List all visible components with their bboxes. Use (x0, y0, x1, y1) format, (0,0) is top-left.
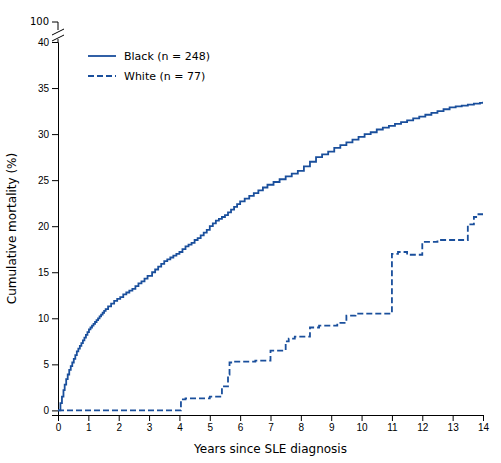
y-tick-mark (52, 318, 58, 319)
y-tick: 20 (38, 221, 58, 232)
x-tick-mark (240, 415, 241, 421)
legend-swatch (88, 55, 116, 57)
x-tick: 10 (357, 415, 369, 433)
legend-swatch (88, 75, 116, 77)
x-tick-label: 0 (56, 422, 62, 433)
y-tick-mark (52, 410, 58, 411)
x-tick: 0 (56, 415, 62, 433)
x-tick-mark (301, 415, 302, 421)
y-tick: 35 (38, 83, 58, 94)
x-tick: 7 (268, 415, 274, 433)
y-tick-mark (52, 88, 58, 89)
y-tick: 0 (43, 405, 58, 416)
x-tick-label: 13 (448, 422, 460, 433)
y-tick: 30 (38, 129, 58, 140)
x-tick-label: 1 (86, 422, 92, 433)
x-tick-mark (88, 415, 89, 421)
legend: Black (n = 248) White (n = 77) (88, 50, 210, 83)
x-axis-title: Years since SLE diagnosis (193, 442, 347, 456)
legend-label: White (n = 77) (124, 70, 205, 83)
x-axis-line (59, 416, 484, 422)
x-tick-label: 14 (478, 422, 490, 433)
y-tick-label: 10 (38, 313, 50, 324)
x-tick-label: 2 (116, 422, 122, 433)
y-tick-label: 25 (38, 175, 50, 186)
x-tick: 5 (208, 415, 214, 433)
y-tick-label: 20 (38, 221, 50, 232)
x-tick: 2 (116, 415, 122, 433)
x-tick-label: 11 (387, 422, 398, 433)
x-tick-label: 7 (268, 422, 274, 433)
x-tick-label: 9 (329, 422, 335, 433)
x-tick-mark (331, 415, 332, 421)
x-tick: 9 (329, 415, 335, 433)
legend-label: Black (n = 248) (124, 50, 210, 63)
x-tick: 1 (86, 415, 92, 433)
x-tick-label: 12 (417, 422, 429, 433)
y-tick: 5 (43, 359, 58, 370)
break-mark (52, 35, 64, 41)
x-tick: 13 (448, 415, 460, 433)
x-tick: 14 (478, 415, 490, 433)
lines (58, 102, 483, 411)
x-tick-mark (483, 415, 484, 421)
axis-break: 100 (30, 16, 65, 42)
y-tick-mark (52, 226, 58, 227)
x-tick: 8 (299, 415, 305, 433)
x-tick-mark (422, 415, 423, 421)
x-tick-mark (453, 415, 454, 421)
y-tick-label: 35 (38, 83, 50, 94)
break-tick (52, 22, 58, 23)
x-tick-mark (149, 415, 150, 421)
annotation: 100 (30, 16, 49, 27)
legend-item: White (n = 77) (88, 70, 205, 83)
y-tick-label: 0 (43, 405, 49, 416)
y-tick-mark (52, 272, 58, 273)
x-tick: 3 (147, 415, 153, 433)
y-tick-mark (52, 180, 58, 181)
x-tick-label: 3 (147, 422, 153, 433)
y-tick-mark (52, 42, 58, 43)
x-tick-label: 6 (238, 422, 244, 433)
x-tick-mark (362, 415, 363, 421)
x-axis: 01234567891011121314 (56, 415, 490, 433)
y-tick-mark (52, 364, 58, 365)
y-axis-title: Cumulative mortality (%) (5, 153, 19, 304)
y-tick: 10 (38, 313, 58, 324)
x-tick-label: 5 (208, 422, 214, 433)
x-tick: 6 (238, 415, 244, 433)
series-line (58, 214, 483, 410)
x-tick-label: 8 (299, 422, 305, 433)
x-tick-mark (392, 415, 393, 421)
y-tick: 25 (38, 175, 58, 186)
legend-item: Black (n = 248) (88, 50, 210, 63)
x-tick-mark (271, 415, 272, 421)
y-tick-label: 40 (38, 37, 50, 48)
series-line (58, 102, 483, 411)
y-tick-mark (52, 134, 58, 135)
x-tick: 11 (387, 415, 398, 433)
x-tick-label: 10 (357, 422, 369, 433)
y-axis-line (52, 43, 59, 416)
y-tick: 15 (38, 267, 58, 278)
x-tick-mark (179, 415, 180, 421)
break-mark (52, 29, 64, 35)
plot: 012345678910111213140510152025303540Year… (5, 16, 489, 456)
chart: 012345678910111213140510152025303540Year… (0, 0, 501, 463)
y-tick-label: 5 (43, 359, 49, 370)
y-tick-label: 30 (38, 129, 50, 140)
x-tick-label: 4 (177, 422, 183, 433)
x-tick-mark (119, 415, 120, 421)
x-tick: 4 (177, 415, 183, 433)
y-tick-label: 15 (38, 267, 50, 278)
x-tick: 12 (417, 415, 429, 433)
x-tick-mark (210, 415, 211, 421)
y-axis: 0 5 10 15 20 25 30 35 40 (38, 37, 59, 416)
